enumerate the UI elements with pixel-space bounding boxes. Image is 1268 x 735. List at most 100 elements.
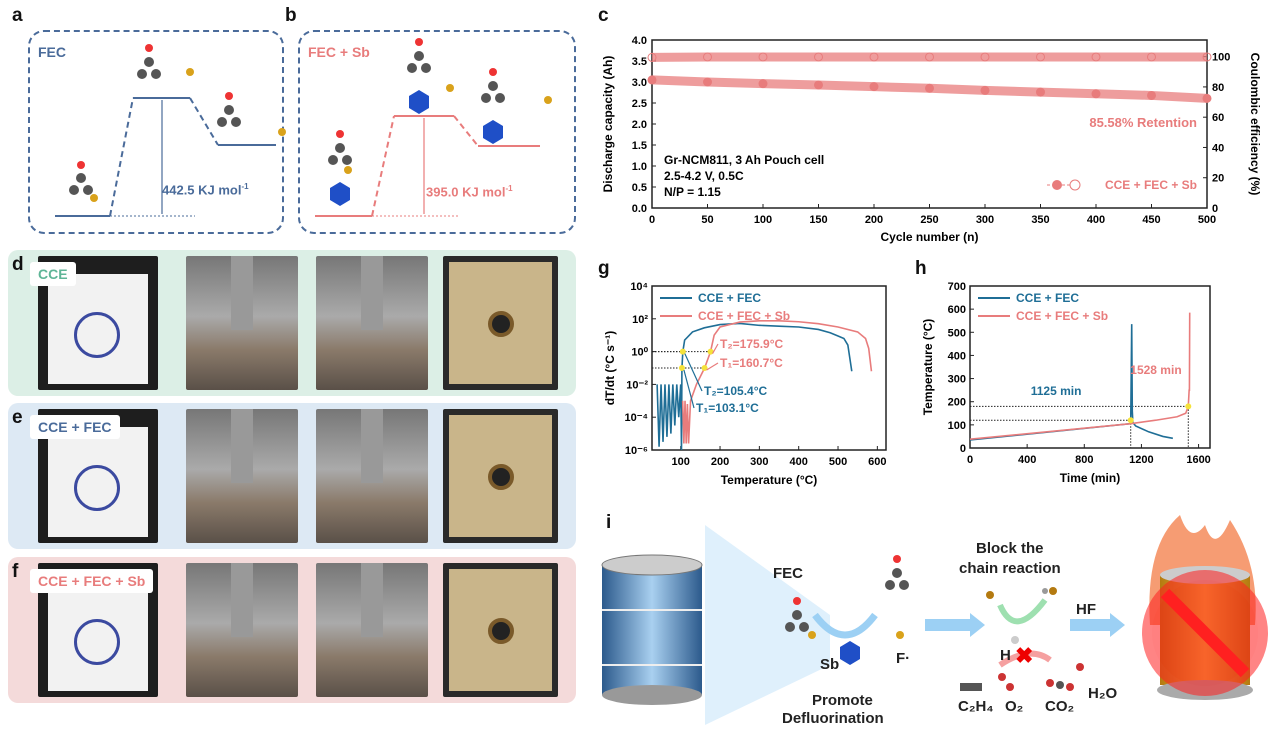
f-radical-label: F· (896, 650, 911, 667)
marker-point (1185, 403, 1192, 410)
annotation: N/P = 1.15 (664, 185, 721, 199)
y-right-tick-label: 20 (1212, 173, 1224, 185)
y-tick-label: 3.0 (632, 77, 647, 89)
data-point (1202, 93, 1212, 103)
data-point (758, 52, 768, 62)
data-point (869, 52, 879, 62)
panel-label-d: d (12, 254, 24, 275)
annotation-arrow (683, 369, 695, 409)
y-axis-label: dT/dt (°C s⁻¹) (603, 331, 617, 405)
arrow-icon (812, 612, 878, 639)
y-tick-label: 600 (948, 304, 966, 316)
y-tick-label: 2.5 (632, 98, 647, 110)
y-tick-label: 2.0 (632, 119, 647, 131)
data-point (647, 75, 657, 85)
y-tick-label: 200 (948, 397, 966, 409)
c2h4-label: C₂H₄ (958, 698, 994, 715)
x-tick-label: 0 (967, 454, 973, 466)
y-tick-label: 500 (948, 327, 966, 339)
retention-label: 85.58% Retention (1089, 115, 1197, 130)
panel-label-g: g (598, 258, 610, 279)
marker-point (1127, 417, 1134, 424)
energy-diagram-fec (55, 44, 286, 217)
block-label-line1: Block the (976, 540, 1044, 557)
legend-label: CCE + FEC (1016, 291, 1079, 305)
x-tick-label: 250 (920, 214, 938, 226)
energy-value: 442.5 KJ mol (162, 182, 242, 198)
x-axis-label: Cycle number (n) (880, 230, 978, 244)
x-axis-label: Temperature (°C) (721, 473, 818, 487)
energy-unit-exponent: -1 (241, 182, 249, 191)
marker-point (707, 348, 714, 355)
x-tick-label: 100 (672, 456, 690, 468)
y-tick-label: 0 (960, 443, 966, 455)
molecule-icon (69, 44, 286, 202)
y-tick-label: 10⁻⁴ (625, 412, 648, 424)
sb-label: Sb (820, 656, 840, 673)
pouch-cell-after-test-photo (443, 563, 558, 697)
x-tick-label: 100 (754, 214, 772, 226)
y-tick-label: 300 (948, 374, 966, 386)
o2-label: O₂ (1005, 698, 1024, 715)
co2-label: CO₂ (1045, 698, 1075, 715)
arrow-icon (998, 650, 1052, 668)
marker-point (701, 365, 708, 371)
marker-point (679, 348, 686, 355)
electrolyte-tag: CCE + FEC (30, 415, 120, 439)
x-tick-label: 450 (1142, 214, 1160, 226)
mechanism-illustration: ✖ (601, 515, 1268, 725)
nail-penetration-start-photo (186, 409, 298, 543)
h2o-label: H₂O (1088, 685, 1118, 702)
y-tick-label: 10⁴ (630, 281, 648, 293)
data-point (925, 52, 934, 62)
annotation-label: T₂=105.4°C (704, 384, 767, 398)
y-tick-label: 4.0 (632, 35, 647, 47)
energy-unit-exponent: -1 (505, 184, 513, 193)
data-point (814, 52, 823, 62)
annotation: 2.5-4.2 V, 0.5C (664, 169, 744, 183)
y-right-tick-label: 80 (1212, 82, 1224, 94)
fire-suppressed-battery-icon (1142, 515, 1268, 700)
data-point (980, 52, 990, 62)
data-point (1202, 52, 1212, 62)
pouch-cell-after-test-photo (443, 256, 558, 390)
data-point (925, 83, 934, 93)
data-point (980, 85, 990, 95)
y-right-axis-label: Coulombic efficiency (%) (1248, 53, 1262, 196)
y-axis-label: Temperature (°C) (921, 319, 935, 416)
x-tick-label: 800 (1075, 454, 1093, 466)
x-tick-label: 300 (976, 214, 994, 226)
x-axis-label: Time (min) (1060, 471, 1120, 485)
zoom-beam (705, 525, 830, 725)
panel-label-i: i (606, 512, 612, 533)
energy-barrier-fec-sb: 395.0 KJ mol-1 (426, 184, 513, 199)
legend-label: CCE + FEC + Sb (698, 309, 790, 323)
x-tick-label: 200 (711, 456, 729, 468)
arrow-icon (997, 598, 1048, 625)
battery-icon (601, 554, 703, 705)
annotation: Gr-NCM811, 3 Ah Pouch cell (664, 153, 824, 167)
cycling-chart: 0 50 100 150 200 250 300 350 400 450 5000.00.51.01… (601, 35, 1262, 244)
y-right-tick-label: 40 (1212, 142, 1224, 154)
data-point (1147, 52, 1156, 62)
x-tick-label: 500 (829, 456, 847, 468)
annotation-arrow (706, 362, 719, 371)
x-tick-label: 400 (790, 456, 808, 468)
y-axis-label: Discharge capacity (Ah) (601, 56, 615, 193)
panel-label-c: c (598, 5, 609, 26)
series-line (969, 312, 1191, 441)
nail-penetration-photo (316, 409, 428, 543)
dtdt-chart: 100 200 300 400 500 600 10⁻⁶ 10⁻⁴ 10⁻² 10⁰ 10² 10⁴ T… (603, 281, 887, 487)
y-tick-label: 0.5 (632, 182, 647, 194)
data-point (1036, 52, 1045, 62)
x-tick-label: 0 (649, 214, 655, 226)
nail-test-row-cce-fec-sb: CCE + FEC + Sb (8, 557, 576, 703)
x-tick-label: 50 (701, 214, 713, 226)
panel-label-b: b (285, 5, 297, 26)
annotation-label: 1528 min (1130, 363, 1181, 377)
annotation-arrow (684, 353, 703, 392)
data-point (647, 52, 657, 62)
y-tick-label: 0.0 (632, 203, 647, 215)
nail-penetration-photo (316, 563, 428, 697)
molecule-icon (785, 555, 1084, 691)
